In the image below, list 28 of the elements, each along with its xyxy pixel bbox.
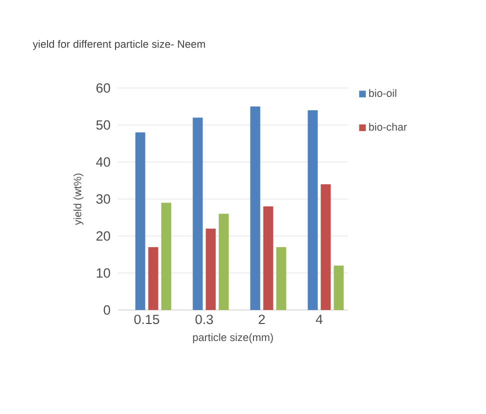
bar — [276, 247, 286, 310]
x-axis-title: particle size(mm) — [193, 333, 273, 344]
bar — [206, 228, 216, 310]
bar — [250, 106, 260, 310]
chart-title: yield for different particle size- Neem — [32, 40, 205, 50]
bar — [218, 214, 229, 310]
x-tick-label: 4 — [316, 314, 323, 324]
bar — [308, 110, 318, 310]
x-tick-label: 0.15 — [134, 314, 160, 324]
x-tick-label: 2 — [258, 314, 265, 324]
bar — [135, 132, 146, 310]
legend-label: bio-char — [369, 122, 407, 131]
y-tick-label: 50 — [96, 120, 110, 130]
bar — [161, 202, 172, 310]
y-tick-label: 40 — [96, 157, 110, 167]
bar — [192, 118, 203, 310]
bar — [148, 247, 158, 310]
legend-label: bio-oil — [369, 89, 396, 97]
y-tick-label: 60 — [96, 83, 110, 93]
y-tick-label: 20 — [96, 231, 110, 241]
y-tick-label: 0 — [104, 305, 110, 315]
y-tick-label: 30 — [96, 194, 110, 204]
bar — [334, 266, 344, 310]
bar — [320, 184, 331, 310]
x-tick-label: 0.3 — [196, 314, 213, 324]
y-axis-title: yield (wt%) — [73, 174, 84, 226]
y-tick-label: 10 — [96, 268, 110, 278]
bar — [263, 206, 274, 310]
